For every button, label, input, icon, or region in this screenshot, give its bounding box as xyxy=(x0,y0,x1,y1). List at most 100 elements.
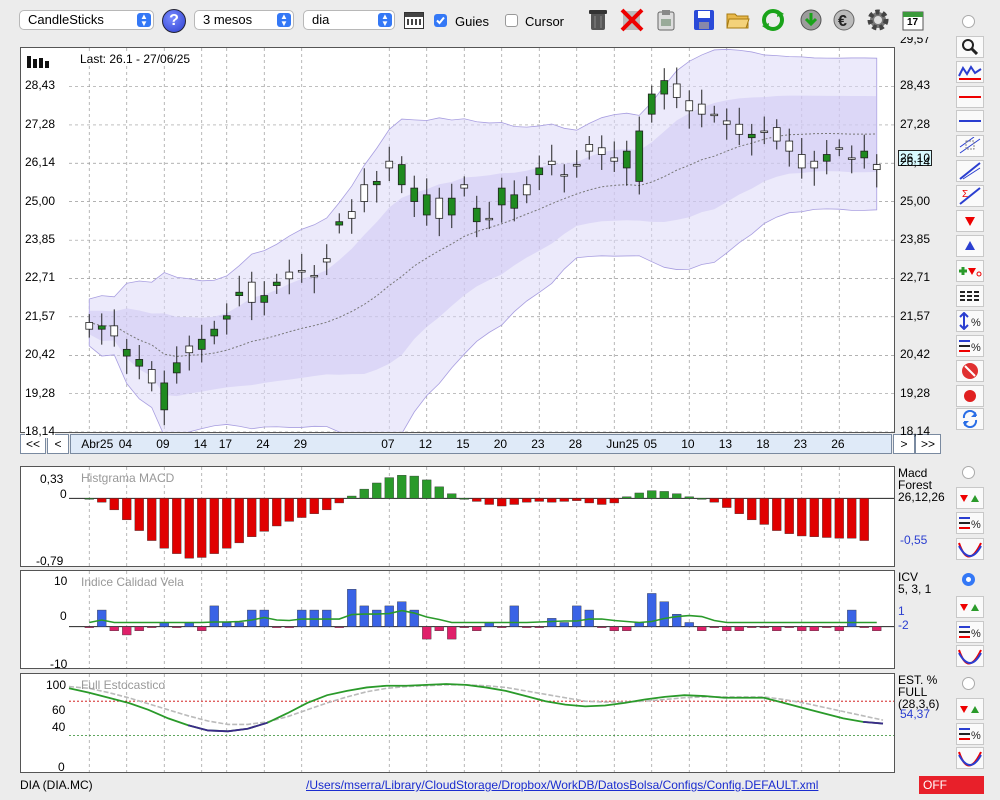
save-icon[interactable] xyxy=(690,6,718,34)
stoch-title: Full Estocastico xyxy=(81,678,166,692)
macd-move-icon[interactable] xyxy=(956,487,984,509)
icv-lines-percent-icon[interactable]: % xyxy=(956,621,984,643)
macd-bar xyxy=(509,498,519,505)
macd-legend: Macd Forest 26,12,26 xyxy=(898,467,945,503)
candle-body xyxy=(835,147,844,150)
macd-panel[interactable]: Histgrama MACD xyxy=(20,466,895,567)
grid-lines-icon[interactable] xyxy=(956,285,984,307)
download-icon[interactable] xyxy=(797,6,825,34)
help-icon[interactable]: ? xyxy=(162,9,186,33)
trend-line-icon[interactable] xyxy=(956,160,984,182)
icv-bar xyxy=(172,626,182,628)
candle-body xyxy=(572,164,581,167)
sync-icon[interactable] xyxy=(956,408,984,430)
delete-icon[interactable] xyxy=(618,6,646,34)
macd-bar xyxy=(722,498,732,508)
bar-chart-icon[interactable] xyxy=(27,54,51,68)
y-tick-left: 23,85 xyxy=(25,232,56,247)
open-folder-icon[interactable] xyxy=(724,6,752,34)
stoch-curve-icon[interactable] xyxy=(956,747,984,769)
refresh-icon[interactable] xyxy=(759,6,787,34)
y-tick-left: 19,28 xyxy=(25,385,56,400)
x-axis-label: 04 xyxy=(118,437,133,451)
date-axis[interactable]: Abr25 04 09 14 17 24 29 07 12 15 20 23 28 Jun25 05 10 13… xyxy=(70,434,892,454)
gear-icon[interactable] xyxy=(864,6,892,34)
nav-next-button[interactable]: > xyxy=(893,434,915,454)
stoch-panel-radio[interactable] xyxy=(962,677,975,690)
icv-y-top: 10 xyxy=(54,574,68,588)
icv-panel[interactable]: Indice Calidad Vela xyxy=(20,570,895,669)
calendar-icon[interactable]: 17 xyxy=(899,6,927,34)
x-axis-label: 13 xyxy=(718,437,733,451)
y-tick-right: 18,14 xyxy=(900,424,931,438)
candlestick-chart[interactable] xyxy=(21,48,894,432)
trash-icon[interactable] xyxy=(584,6,612,34)
icv-bar xyxy=(747,626,757,628)
main-panel-radio[interactable] xyxy=(962,15,975,28)
candle-body xyxy=(372,180,381,186)
y-tick-left: 18,14 xyxy=(25,424,56,438)
icv-bar xyxy=(409,609,419,627)
icv-bar xyxy=(472,626,482,632)
status-off-badge[interactable]: OFF xyxy=(919,776,984,794)
icv-bar xyxy=(659,601,669,627)
macd-title: Histgrama MACD xyxy=(81,471,175,485)
clipboard-icon[interactable] xyxy=(652,6,680,34)
macd-lines-percent-icon[interactable]: % xyxy=(956,512,984,534)
macd-bar xyxy=(159,498,169,549)
icv-panel-radio[interactable] xyxy=(962,573,975,586)
svg-text:€: € xyxy=(838,13,847,30)
range-percent-icon[interactable]: % xyxy=(956,310,984,332)
candle-pattern-icon[interactable] xyxy=(956,61,984,83)
nav-prev-button[interactable]: < xyxy=(47,434,69,454)
main-chart-panel[interactable]: Last: 26.1 - 27/06/25 xyxy=(20,47,895,433)
horizontal-line-blue-icon[interactable] xyxy=(956,110,984,132)
guides-checkbox[interactable] xyxy=(434,14,447,27)
record-icon[interactable] xyxy=(956,385,984,407)
icv-bar xyxy=(709,626,719,628)
nav-last-button[interactable]: >> xyxy=(915,434,941,454)
icv-bar xyxy=(122,626,132,636)
zoom-icon[interactable] xyxy=(956,36,984,58)
stoch-move-icon[interactable] xyxy=(956,698,984,720)
candle-body xyxy=(322,258,331,263)
stoch-panel[interactable]: Full Estocastico xyxy=(20,673,895,773)
icv-bar xyxy=(197,626,207,632)
icv-curve-icon[interactable] xyxy=(956,645,984,667)
calendar-grid-icon[interactable] xyxy=(404,12,424,29)
icv-bar xyxy=(284,626,294,628)
macd-bar xyxy=(797,498,807,537)
add-indicator-icon[interactable] xyxy=(956,260,984,282)
y-tick-left: 22,71 xyxy=(25,270,56,285)
icv-move-icon[interactable] xyxy=(956,596,984,618)
icv-bar xyxy=(359,605,369,627)
stoch-lines-percent-icon[interactable]: % xyxy=(956,723,984,745)
macd-histogram xyxy=(69,467,894,566)
candle-body xyxy=(185,345,194,354)
macd-panel-radio[interactable] xyxy=(962,466,975,479)
interval-select[interactable]: dia ▲ ▼ xyxy=(303,10,395,30)
period-select[interactable]: 3 mesos ▲ ▼ xyxy=(194,10,294,30)
config-path-link[interactable]: /Users/mserra/Library/CloudStorage/Dropb… xyxy=(306,778,819,792)
macd-bar xyxy=(672,493,682,499)
stochastic-lines xyxy=(68,674,894,772)
chart-type-select[interactable]: CandleSticks ▲ ▼ xyxy=(19,10,154,30)
candle-body xyxy=(435,197,444,219)
horizontal-line-red-icon[interactable] xyxy=(956,86,984,108)
macd-curve-icon[interactable] xyxy=(956,538,984,560)
lines-percent-icon[interactable]: % xyxy=(956,335,984,357)
macd-bar xyxy=(347,495,357,499)
channel-line-icon[interactable] xyxy=(956,135,984,157)
cursor-checkbox[interactable] xyxy=(505,14,518,27)
euro-icon[interactable]: € xyxy=(830,6,858,34)
regression-icon[interactable]: Σ xyxy=(956,185,984,207)
candle-body xyxy=(397,164,406,186)
candle-body xyxy=(622,150,631,169)
icv-bar xyxy=(597,626,607,628)
macd-bar xyxy=(809,498,819,537)
stop-icon[interactable] xyxy=(956,360,984,382)
x-axis-label: 07 xyxy=(381,437,395,451)
icv-bar xyxy=(372,609,382,627)
arrow-down-red-icon[interactable] xyxy=(956,210,984,232)
arrow-up-blue-icon[interactable] xyxy=(956,235,984,257)
